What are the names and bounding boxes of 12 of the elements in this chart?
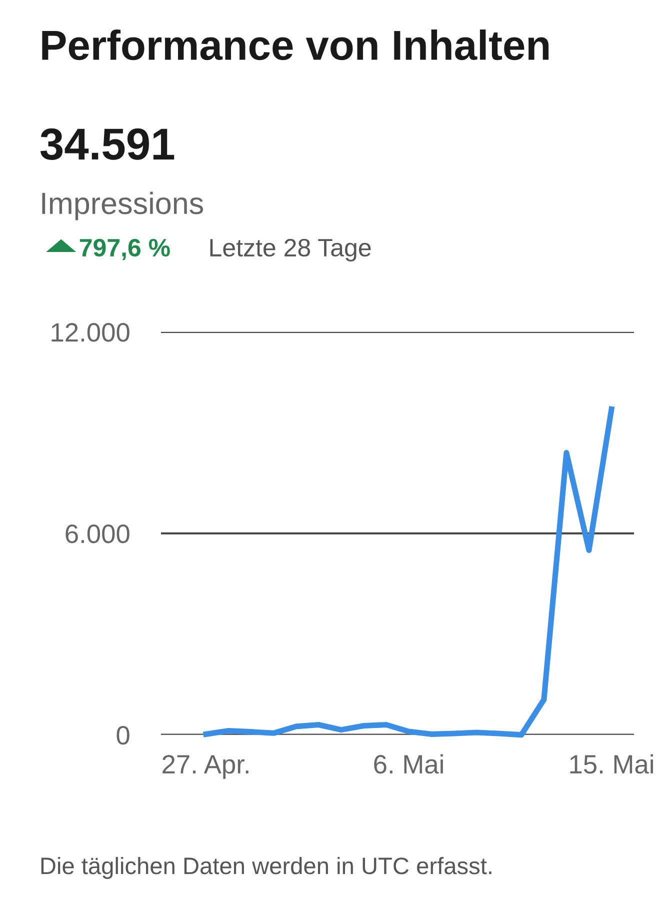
text: 797,6 % [80,238,170,260]
x-tick-label: 15. Mai [570,754,653,774]
text: Letzte 28 Tage [210,238,371,262]
text: Die täglichen Daten werden in UTC erfasst. [41,856,492,879]
y-tick-label: 12.000 [52,323,130,342]
chart-title: Performance von Inhalten [42,30,549,60]
y-tick-label: 6.000 [66,524,130,544]
x-tick-label: 6. Mai [374,754,443,774]
text: 34.591 [40,128,174,160]
y-tick-label: 0 [116,726,130,745]
text: Impressions [42,192,204,220]
x-tick-label: 27. Apr. [162,754,248,779]
